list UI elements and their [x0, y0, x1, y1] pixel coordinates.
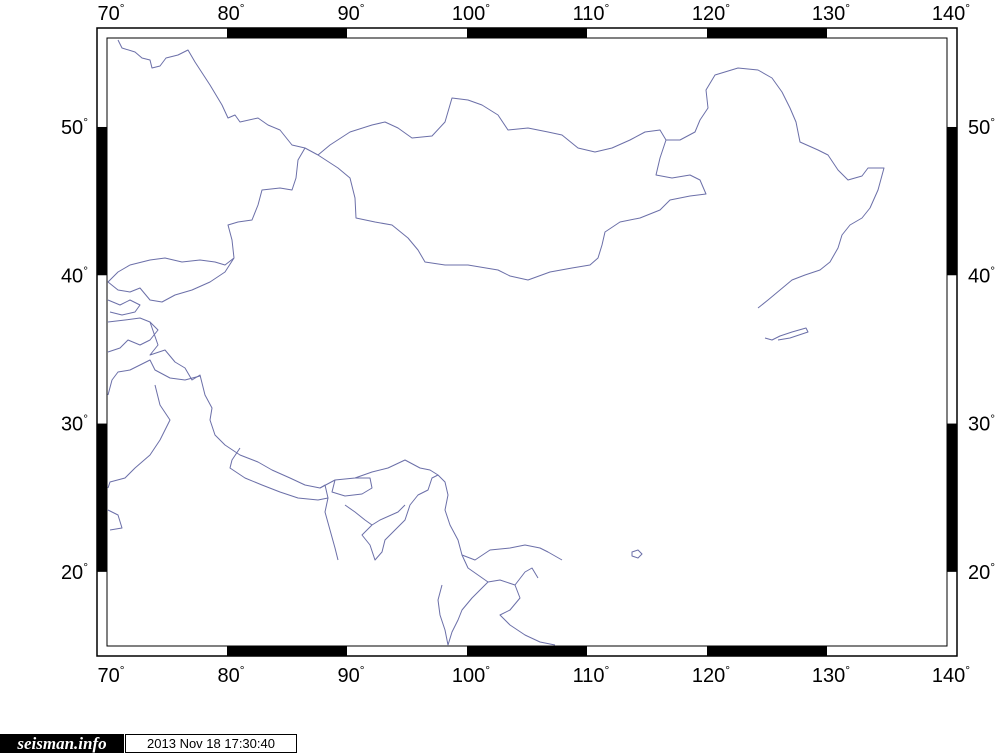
border-mongolia-china	[317, 139, 707, 281]
border-mongolia-russia	[317, 97, 667, 156]
lat-label-right: 20°	[968, 560, 995, 584]
timestamp-label: 2013 Nov 18 17:30:40	[125, 734, 297, 753]
country-borders	[107, 39, 885, 646]
lon-label-top: 80°	[217, 1, 244, 25]
lon-label-bottom: 90°	[337, 663, 364, 687]
lon-label-bottom: 70°	[97, 663, 124, 687]
border-bhutan	[331, 477, 373, 497]
border-kazakhstan-russia	[117, 39, 319, 156]
lon-label-top: 110°	[573, 1, 610, 25]
lon-label-top: 120°	[692, 1, 730, 25]
frame-bar-right	[947, 423, 957, 572]
lon-labels-top: 70° 80° 90° 100° 110° 120° 130° 140°	[97, 1, 970, 25]
lat-labels-right: 20° 30° 40° 50°	[968, 115, 995, 584]
lat-label-left: 40°	[61, 263, 88, 287]
lon-label-top: 90°	[337, 1, 364, 25]
lat-label-right: 40°	[968, 263, 995, 287]
border-pakistan-china	[149, 321, 563, 561]
border-china-russia-northeast	[666, 67, 885, 309]
frame-bar-bottom	[467, 646, 587, 656]
border-pakistan-india	[107, 359, 201, 489]
frame-bar-bottom	[227, 646, 347, 656]
border-nepal	[229, 447, 329, 501]
logo-seisman: seisman.info	[0, 734, 124, 753]
border-central-asia	[107, 257, 235, 353]
lat-label-right: 50°	[968, 115, 995, 139]
frame-bar-left	[97, 423, 107, 572]
frame-bar-top	[467, 28, 587, 38]
frame-bar-bottom	[707, 646, 827, 656]
border-bangladesh-india	[324, 474, 439, 561]
lon-label-top: 140°	[932, 1, 970, 25]
lat-label-left: 50°	[61, 115, 88, 139]
lon-label-bottom: 130°	[812, 663, 850, 687]
border-southeast-asia	[437, 554, 556, 646]
lon-label-top: 100°	[452, 1, 490, 25]
lat-label-right: 30°	[968, 412, 995, 436]
map-frame	[96, 27, 958, 657]
lon-label-bottom: 80°	[217, 663, 244, 687]
lat-label-left: 30°	[61, 412, 88, 436]
frame-bar-right	[947, 126, 957, 276]
lon-label-bottom: 110°	[573, 663, 610, 687]
border-kyrgyzstan	[107, 509, 123, 531]
frame-bar-top	[227, 28, 347, 38]
border-island	[631, 549, 643, 559]
lon-label-bottom: 140°	[932, 663, 970, 687]
frame-bar-left	[97, 126, 107, 276]
lat-label-left: 20°	[61, 560, 88, 584]
lon-labels-bottom: 70° 80° 90° 100° 110° 120° 130° 140°	[97, 663, 970, 687]
lon-label-top: 70°	[97, 1, 124, 25]
lon-label-top: 130°	[812, 1, 850, 25]
lon-label-bottom: 120°	[692, 663, 730, 687]
lon-label-bottom: 100°	[452, 663, 490, 687]
lat-labels-left: 20° 30° 40° 50°	[61, 115, 88, 584]
border-china-kazakhstan	[107, 147, 306, 283]
frame-bar-top	[707, 28, 827, 38]
border-korea	[764, 327, 809, 341]
